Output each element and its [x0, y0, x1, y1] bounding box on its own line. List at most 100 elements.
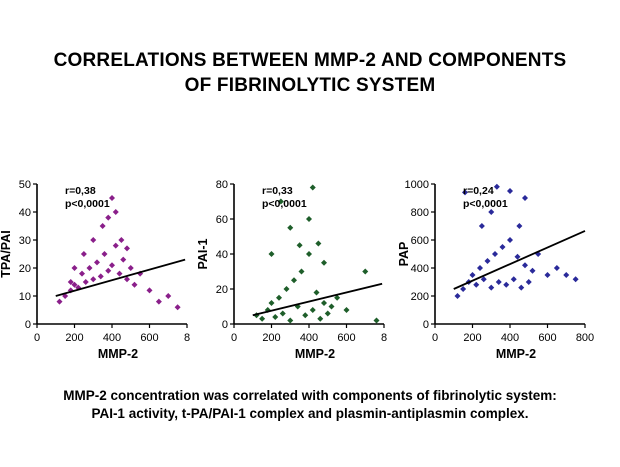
data-point: [112, 242, 119, 249]
x-tick-label: 600: [140, 332, 158, 344]
data-point: [510, 276, 517, 283]
y-tick-label: 600: [411, 235, 429, 247]
data-point: [462, 189, 468, 196]
data-point: [276, 294, 282, 301]
data-point: [572, 276, 579, 283]
chart-svg-pai-1: 0 20 40 60 80 0 200 400 600 8 MMP-2 PAI-1 r=0,33p<0,…: [196, 179, 387, 361]
chart-svg-pap: 0 200 400 600 800 1000 0 200 400 600 800 MMP-2 PAP r=…: [397, 179, 594, 361]
data-point: [503, 281, 510, 288]
data-point: [124, 245, 130, 252]
annotation-r-value: r=0,38: [65, 185, 96, 197]
data-point: [302, 312, 309, 319]
data-point: [71, 265, 78, 271]
data-point: [309, 307, 316, 313]
data-point: [514, 253, 521, 260]
y-axis-label: PAP: [397, 242, 411, 267]
y-tick-label: 800: [411, 207, 429, 219]
data-point: [469, 272, 476, 278]
x-axis-label: MMP-2: [98, 347, 138, 361]
data-point: [324, 310, 331, 317]
data-point: [86, 265, 93, 271]
data-point: [362, 268, 369, 275]
data-point: [124, 276, 130, 283]
data-point: [306, 251, 312, 257]
data-point: [563, 272, 570, 278]
data-point: [268, 251, 275, 257]
data-point: [493, 183, 500, 190]
data-point: [306, 216, 312, 222]
data-point: [99, 223, 106, 229]
data-point: [309, 184, 316, 191]
data-point: [277, 198, 284, 205]
y-tick-label: 0: [423, 319, 429, 331]
data-point: [272, 314, 279, 320]
data-point: [56, 298, 63, 305]
chart-svg-tpa-pai: 0 10 20 30 40 50 0 200 400 600 8 MMP-2 TPA/PAI r=0,38…: [0, 179, 190, 361]
y-tick-label: 40: [19, 207, 31, 219]
data-point: [478, 223, 485, 229]
data-point: [334, 294, 341, 301]
data-point: [146, 287, 153, 294]
y-tick-label: 40: [216, 249, 228, 261]
x-tick-label: 0: [231, 332, 237, 344]
annotation-p-value: p<0,0001: [65, 198, 110, 210]
data-point: [321, 259, 327, 266]
data-point: [495, 279, 502, 285]
data-point: [544, 272, 551, 278]
data-point: [460, 286, 467, 292]
x-tick-label: 400: [103, 332, 121, 344]
x-tick-label: 200: [463, 332, 481, 344]
y-axis-label: PAI-1: [196, 238, 210, 269]
y-axis-label: TPA/PAI: [0, 230, 13, 277]
y-tick-label: 50: [19, 179, 31, 191]
data-point: [112, 209, 119, 215]
data-point: [120, 256, 127, 263]
annotation-r-value: r=0,24: [463, 185, 494, 197]
regression-line: [55, 258, 186, 297]
data-point: [268, 300, 275, 306]
data-point: [522, 262, 528, 269]
data-point: [94, 259, 100, 266]
data-point: [529, 267, 536, 274]
x-tick-label: 0: [34, 332, 40, 344]
data-point: [131, 281, 138, 288]
data-point: [373, 317, 380, 324]
y-tick-label: 200: [411, 291, 429, 303]
caption-line-1: MMP-2 concentration was correlated with …: [63, 388, 557, 403]
data-point: [553, 265, 560, 271]
data-point: [507, 188, 513, 194]
data-point: [317, 315, 324, 322]
data-point: [105, 214, 112, 221]
data-point: [321, 300, 327, 306]
data-point: [315, 240, 322, 247]
x-tick-label: 600: [538, 332, 556, 344]
data-point: [287, 224, 294, 231]
data-point: [118, 237, 125, 243]
data-point: [283, 286, 290, 292]
x-tick-label: 8: [381, 332, 387, 344]
data-point: [287, 317, 294, 324]
data-point: [525, 279, 532, 285]
regression-line: [453, 230, 586, 290]
x-tick-label: 400: [501, 332, 519, 344]
data-point: [488, 209, 495, 215]
data-point: [328, 303, 335, 310]
data-point: [291, 277, 297, 284]
x-tick-label: 200: [65, 332, 83, 344]
data-point: [97, 273, 104, 280]
x-axis-label: MMP-2: [496, 347, 536, 361]
y-tick-label: 30: [19, 235, 31, 247]
data-point: [343, 307, 350, 313]
y-tick-label: 80: [216, 179, 228, 191]
x-tick-label: 400: [300, 332, 318, 344]
data-point: [90, 237, 97, 243]
scatter-chart-pai-1: 0 20 40 60 80 0 200 400 600 8 MMP-2 PAI-1 r=0,33 p<0,…: [196, 170, 397, 370]
data-point: [507, 237, 513, 243]
y-tick-label: 60: [216, 214, 228, 226]
y-tick-label: 400: [411, 263, 429, 275]
data-point: [67, 279, 74, 285]
data-point: [279, 310, 286, 317]
data-point: [522, 195, 528, 201]
annotation-p-value: p<0,0001: [262, 198, 307, 210]
data-point: [477, 265, 483, 271]
